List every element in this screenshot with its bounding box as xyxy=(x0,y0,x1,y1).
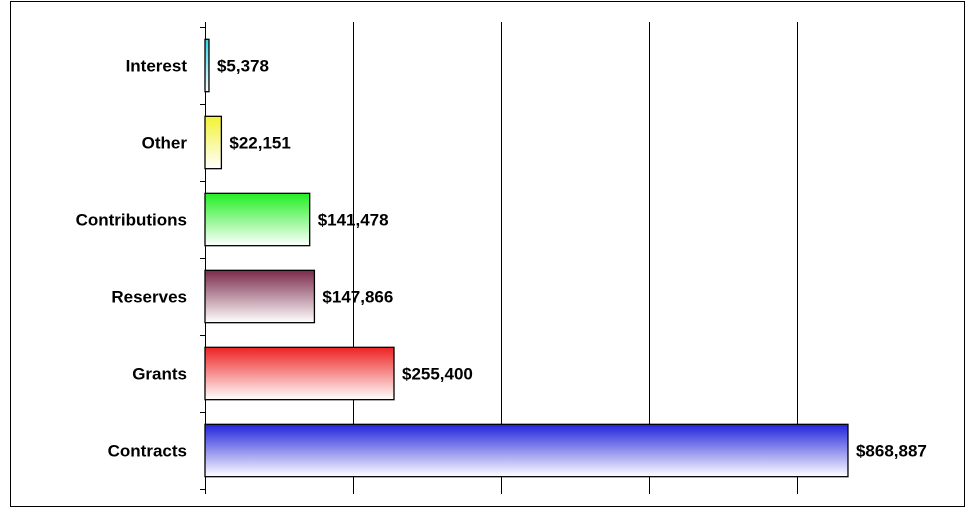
value-label: $5,378 xyxy=(217,57,269,76)
labels: Interest $5,378 Other $22,151 Contributions $… xyxy=(76,57,927,461)
category-label: Other xyxy=(142,134,188,153)
category-label: Contributions xyxy=(76,211,187,230)
bar-contributions xyxy=(204,192,311,247)
category-label: Interest xyxy=(126,57,188,76)
bar-grants xyxy=(204,346,395,401)
bar-contracts xyxy=(204,423,849,478)
value-label: $22,151 xyxy=(229,134,290,153)
bar-interest xyxy=(204,38,210,93)
gridlines xyxy=(353,22,798,489)
value-label: $255,400 xyxy=(402,365,473,384)
chart-border xyxy=(10,1,965,507)
bar-other xyxy=(204,115,223,170)
bars xyxy=(204,38,849,478)
category-axis xyxy=(200,22,798,494)
category-label: Grants xyxy=(132,365,187,384)
value-label: $868,887 xyxy=(856,442,927,461)
category-label: Contracts xyxy=(108,442,187,461)
value-label: $141,478 xyxy=(318,211,389,230)
bar-reserves xyxy=(204,269,316,324)
category-label: Reserves xyxy=(111,288,187,307)
value-label: $147,866 xyxy=(322,288,393,307)
